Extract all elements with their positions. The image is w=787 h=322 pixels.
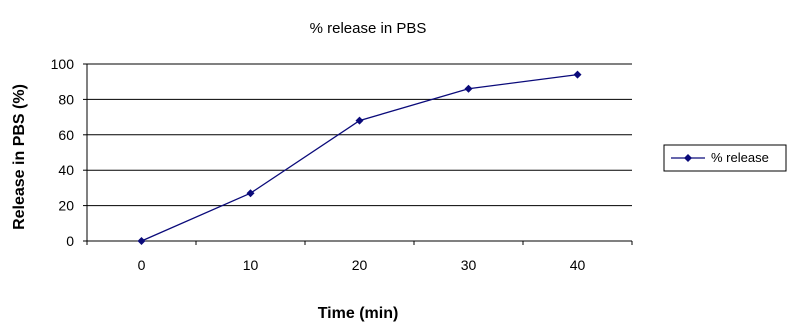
data-point-marker bbox=[464, 84, 473, 93]
data-point-marker bbox=[355, 116, 364, 125]
y-axis-label: Release in PBS (%) bbox=[11, 84, 28, 230]
x-tick-label: 40 bbox=[570, 257, 586, 273]
y-tick-label: 100 bbox=[51, 56, 75, 72]
x-tick-label: 20 bbox=[352, 257, 368, 273]
chart-title: % release in PBS bbox=[310, 20, 427, 37]
x-axis-label: Time (min) bbox=[318, 305, 399, 322]
y-tick-label: 80 bbox=[58, 91, 74, 107]
data-point-marker bbox=[246, 189, 255, 198]
y-tick-label: 60 bbox=[58, 127, 74, 143]
legend-diamond-marker bbox=[684, 154, 692, 162]
gridlines bbox=[87, 63, 632, 207]
y-tick-label: 0 bbox=[66, 233, 74, 249]
y-tick-label: 20 bbox=[58, 198, 74, 214]
series-layer bbox=[137, 70, 582, 245]
legend-label: % release bbox=[711, 150, 769, 165]
data-point-marker bbox=[137, 237, 146, 245]
x-tick-label: 10 bbox=[243, 257, 259, 273]
y-tick-label: 40 bbox=[58, 162, 74, 178]
axes bbox=[83, 63, 633, 245]
x-tick-label: 30 bbox=[461, 257, 477, 273]
x-tick-label: 0 bbox=[138, 257, 146, 273]
x-tick-labels: 0 10 20 30 40 bbox=[138, 257, 586, 273]
y-tick-labels: 0 20 40 60 80 100 bbox=[51, 56, 75, 249]
data-point-marker bbox=[573, 70, 582, 79]
legend: % release bbox=[663, 144, 787, 172]
